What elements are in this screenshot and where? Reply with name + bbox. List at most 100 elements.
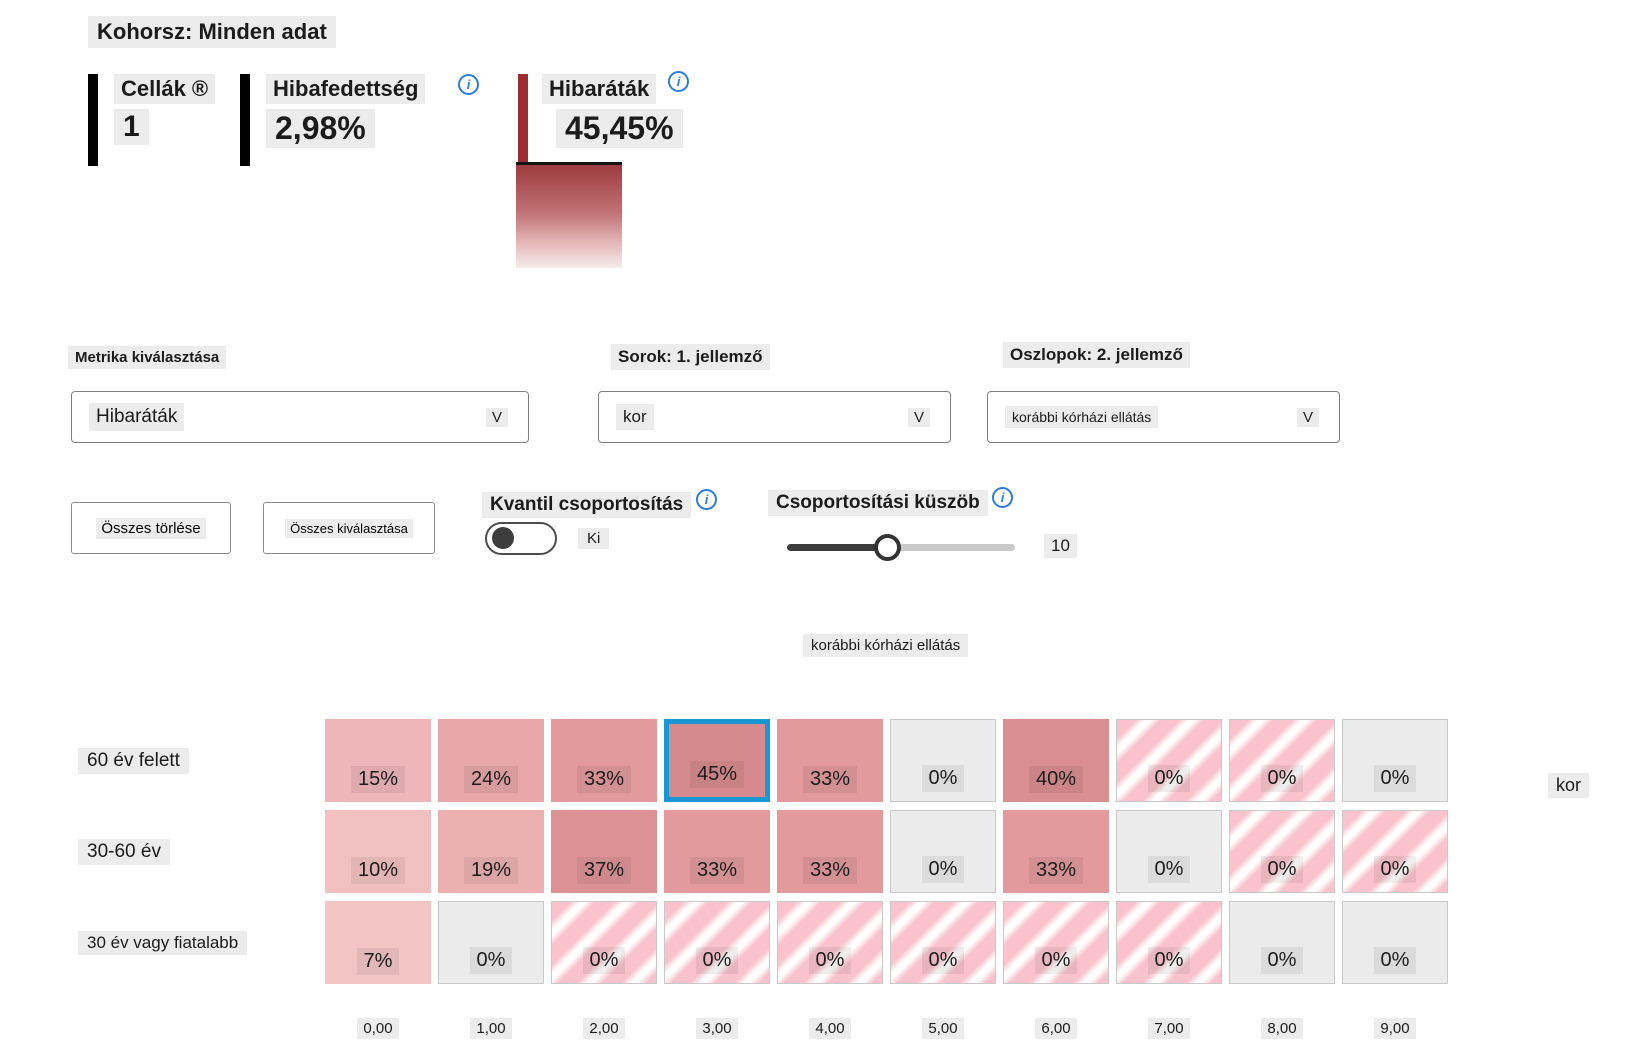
heatmap-cell-value: 0% (469, 947, 513, 974)
heatmap-cell-value: 10% (350, 857, 406, 884)
heatmap-cell[interactable]: 7% (325, 901, 431, 984)
heatmap-cell-value: 15% (350, 766, 406, 793)
heatmap-cell[interactable]: 33% (777, 810, 883, 893)
heatmap-cell[interactable]: 0% (438, 901, 544, 984)
heatmap-col-labels: 0,00 1,00 2,00 3,00 4,00 5,00 6,00 7,00 8,00 9,00 (325, 1018, 1448, 1039)
heatmap-x-axis-title: korábbi kórházi ellátás (803, 634, 969, 657)
heatmap-cell[interactable]: 0% (890, 901, 996, 984)
heatmap-cell[interactable]: 0% (551, 901, 657, 984)
heatmap-cell-value: 19% (463, 857, 519, 884)
heatmap-cell[interactable]: 15% (325, 719, 431, 802)
heatmap-cell[interactable]: 0% (1342, 810, 1448, 893)
heatmap-col-label: 0,00 (357, 1018, 399, 1039)
binning-threshold-label: Csoportosítási küszöb (768, 490, 988, 516)
heatmap-col-label: 4,00 (809, 1018, 851, 1039)
heatmap-cell[interactable]: 0% (664, 901, 770, 984)
heatmap-cell[interactable]: 0% (1229, 719, 1335, 802)
metric-bar (88, 74, 98, 166)
heatmap-cell[interactable]: 0% (1003, 901, 1109, 984)
heatmap-grid: 15% 24% 33% 45% 33% 0% 40% 0% 0% 0% 10% 19% 37% 33% 33… (325, 719, 1448, 984)
heatmap-cell[interactable]: 33% (664, 810, 770, 893)
heatmap-cell[interactable]: 33% (777, 719, 883, 802)
heatmap-y-axis-title: kor (1548, 773, 1590, 798)
select-all-button[interactable]: Összes kiválasztása (263, 502, 435, 554)
slider-handle[interactable] (874, 534, 901, 561)
heatmap-col-label: 8,00 (1261, 1018, 1303, 1039)
error-coverage-value: 2,98% (266, 109, 375, 148)
heatmap-cell-value: 33% (576, 766, 632, 793)
heatmap-col-label: 5,00 (922, 1018, 964, 1039)
heatmap-cell-value: 33% (1028, 857, 1084, 884)
heatmap-cell-value: 33% (802, 766, 858, 793)
heatmap-col-label: 7,00 (1148, 1018, 1190, 1039)
heatmap-cell[interactable]: 33% (1003, 810, 1109, 893)
heatmap-cell[interactable]: 24% (438, 719, 544, 802)
quantile-binning-label: Kvantil csoportosítás (482, 492, 692, 518)
heatmap-cell[interactable]: 33% (551, 719, 657, 802)
heatmap-cell[interactable]: 10% (325, 810, 431, 893)
heatmap-col-label: 6,00 (1035, 1018, 1077, 1039)
cohort-title: Kohorsz: Minden adat (88, 16, 336, 48)
error-rate-metric-card: Hibaráták 45,45% (518, 74, 683, 162)
columns-feature-value: korábbi kórházi ellátás (1005, 406, 1159, 428)
heatmap-cell-value: 0% (1147, 856, 1191, 883)
heatmap-cell-value: 0% (1034, 947, 1078, 974)
metric-bar (240, 74, 250, 166)
clear-all-button[interactable]: Összes törlése (71, 502, 231, 554)
slider-track[interactable] (885, 544, 1015, 551)
heatmap-cell-value: 33% (802, 857, 858, 884)
heatmap-cell[interactable]: 0% (1116, 901, 1222, 984)
heatmap-cell[interactable]: 0% (777, 901, 883, 984)
heatmap-cell-value: 0% (921, 765, 965, 792)
error-coverage-label: Hibafedettség (266, 74, 426, 104)
info-icon[interactable]: i (696, 489, 717, 510)
heatmap-cell[interactable]: 0% (1342, 901, 1448, 984)
metric-select-label: Metrika kiválasztása (68, 346, 227, 369)
info-icon[interactable]: i (458, 74, 479, 95)
heatmap-col-label: 1,00 (470, 1018, 512, 1039)
info-icon[interactable]: i (992, 487, 1013, 508)
clear-all-label: Összes törlése (96, 517, 206, 539)
heatmap-cell-value: 0% (1147, 765, 1191, 792)
select-all-label: Összes kiválasztása (285, 518, 413, 538)
heatmap-cell-value: 0% (1260, 856, 1304, 883)
info-icon[interactable]: i (668, 71, 689, 92)
heatmap-cell-value: 24% (463, 766, 519, 793)
heatmap-col-label: 3,00 (696, 1018, 738, 1039)
cells-metric-label: Cellák ® (114, 74, 216, 104)
metric-select-dropdown[interactable]: Hibaráták V (71, 391, 529, 443)
heatmap-cell[interactable]: 0% (890, 719, 996, 802)
heatmap-cell-selected[interactable]: 45% (664, 719, 770, 802)
binning-threshold-slider[interactable] (787, 534, 1015, 561)
rows-feature-dropdown[interactable]: kor V (598, 391, 951, 443)
heatmap-cell-value: 0% (1373, 856, 1417, 883)
heatmap-cell-value: 7% (356, 948, 400, 975)
slider-track-filled[interactable] (787, 544, 887, 551)
heatmap-cell-value: 0% (1373, 765, 1417, 792)
heatmap-cell-value: 0% (1260, 947, 1304, 974)
heatmap-cell-value: 0% (695, 947, 739, 974)
heatmap-cell[interactable]: 0% (1342, 719, 1448, 802)
heatmap-cell-value: 0% (921, 856, 965, 883)
heatmap-cell-value: 0% (1373, 947, 1417, 974)
heatmap-col-label: 9,00 (1374, 1018, 1416, 1039)
metric-select-value: Hibaráták (89, 403, 185, 431)
heatmap-cell[interactable]: 0% (1229, 810, 1335, 893)
heatmap-row-labels: 60 év felett 30-60 év 30 év vagy fiatalabb (78, 719, 248, 984)
cells-metric-value: 1 (114, 109, 149, 145)
heatmap-cell[interactable]: 19% (438, 810, 544, 893)
chevron-down-icon: V (1296, 407, 1319, 427)
quantile-binning-toggle[interactable] (485, 522, 557, 555)
heatmap-cell-value: 37% (576, 857, 632, 884)
error-rate-legend-gradient (516, 162, 622, 268)
heatmap-cell[interactable]: 0% (890, 810, 996, 893)
heatmap-cell-value: 33% (689, 857, 745, 884)
heatmap-cell[interactable]: 0% (1229, 901, 1335, 984)
heatmap-row-label: 60 év felett (78, 747, 189, 774)
heatmap-cell[interactable]: 40% (1003, 719, 1109, 802)
heatmap-cell[interactable]: 0% (1116, 719, 1222, 802)
heatmap-cell[interactable]: 0% (1116, 810, 1222, 893)
cells-metric-card: Cellák ® 1 (88, 74, 216, 166)
columns-feature-dropdown[interactable]: korábbi kórházi ellátás V (987, 391, 1340, 443)
heatmap-cell[interactable]: 37% (551, 810, 657, 893)
